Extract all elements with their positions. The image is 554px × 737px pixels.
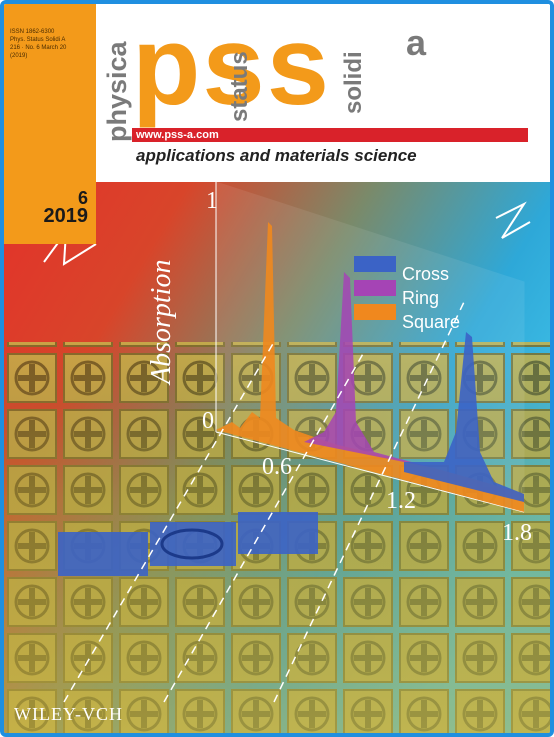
journal-logo-letters: pss [132, 3, 331, 128]
issue-year: 2019 [43, 205, 89, 227]
issn-line: (2019) [10, 53, 28, 59]
plot-y-tick-min: 0 [202, 408, 214, 434]
legend-label-ring: Ring [402, 288, 440, 308]
legend-label-square: Square [402, 312, 461, 332]
plot-x-tick: 0.6 [262, 454, 292, 480]
issn-line: Phys. Status Solidi A [10, 37, 66, 43]
journal-url[interactable]: www.pss-a.com [136, 129, 219, 141]
word-solidi: solidi [340, 51, 367, 114]
issue-number: 6 [77, 188, 88, 208]
url-bar [132, 128, 528, 142]
issue-strip [4, 4, 96, 244]
legend-label-cross: Cross [402, 264, 450, 284]
publisher-logo: WILEY-VCH [14, 704, 123, 724]
cover-artwork [4, 182, 550, 733]
issn-block: ISSN 1862-6300 Phys. Status Solidi A 216… [10, 28, 92, 60]
journal-subtitle: applications and materials science [136, 146, 417, 165]
journal-section-letter: a [406, 22, 427, 63]
plot-x-tick: 1.8 [502, 520, 532, 546]
plot-y-label: Absorption [146, 259, 177, 384]
issn-line: ISSN 1862-6300 [10, 29, 55, 35]
word-status: status [226, 51, 253, 122]
issn-line: 216 · No. 6 March 20 [10, 45, 67, 51]
plot-x-tick: 1.2 [386, 488, 416, 514]
word-physica: physica [102, 41, 132, 142]
plot-y-tick-max: 1 [206, 188, 218, 214]
